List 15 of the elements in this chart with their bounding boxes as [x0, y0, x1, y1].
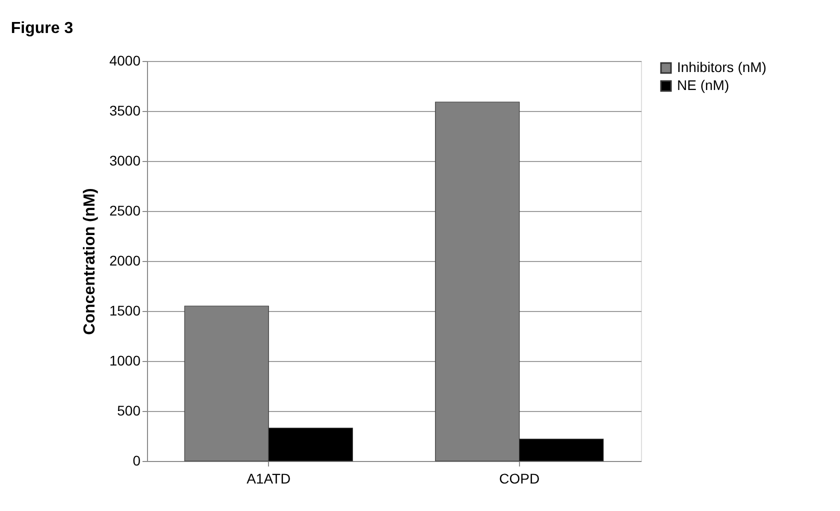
- y-tick-label: 2500: [109, 202, 141, 218]
- x-tick-label: COPD: [499, 470, 540, 486]
- legend-label: Inhibitors (nM): [677, 59, 766, 75]
- y-tick-label: 1500: [109, 302, 141, 318]
- legend-label: NE (nM): [677, 77, 730, 93]
- y-tick-label: 0: [132, 452, 141, 468]
- x-tick-label: A1ATD: [246, 470, 291, 486]
- y-tick-label: 1000: [109, 352, 141, 368]
- y-tick-label: 2000: [109, 252, 141, 268]
- y-tick-label: 3500: [109, 102, 141, 118]
- y-tick-label: 3000: [109, 152, 141, 168]
- chart-title: Figure 3: [10, 20, 74, 37]
- y-axis-title: Concentration (nM): [81, 188, 98, 335]
- y-tick-label: 500: [117, 402, 141, 418]
- y-tick-label: 4000: [109, 52, 141, 68]
